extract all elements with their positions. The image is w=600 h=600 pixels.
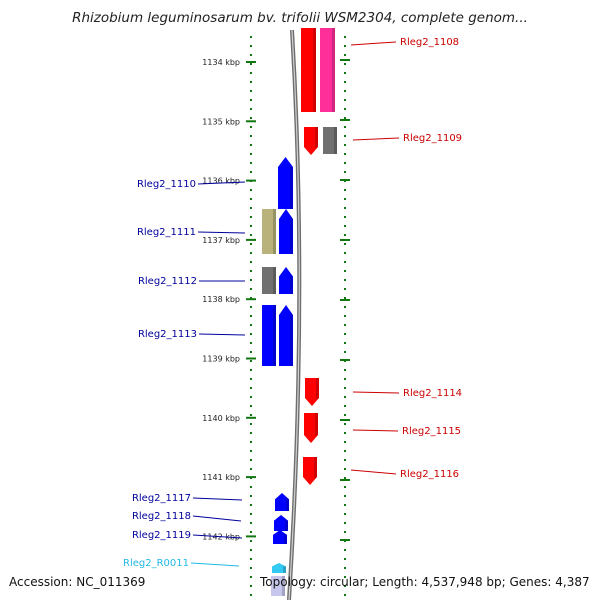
label-leader-line (192, 534, 243, 539)
gene-forward-rleg2-1109 (304, 127, 318, 155)
gene-forward-overlap (320, 28, 335, 112)
label-leader-line (352, 391, 400, 394)
gene-label[interactable]: Rleg2_1108 (400, 37, 459, 48)
gene-reverse-rleg2-1111 (279, 209, 293, 254)
gene-reverse-rleg2-1113-a (262, 305, 276, 366)
gene-reverse-rleg2-1119 (273, 530, 287, 544)
gene-label[interactable]: Rleg2_1116 (400, 469, 459, 480)
label-leader-line (352, 429, 399, 432)
gene-forward-rleg2-1116 (303, 457, 317, 485)
scale-tick-label: 1136 kbp (202, 177, 240, 186)
gene-label[interactable]: Rleg2_1112 (138, 276, 197, 287)
gene-reverse-rleg2-1113-b (279, 305, 293, 366)
label-leader-line (192, 497, 243, 501)
gene-label[interactable]: Rleg2_1111 (137, 227, 196, 238)
genome-summary-text: Topology: circular; Length: 4,537,948 bp… (260, 575, 590, 589)
gene-reverse-rleg2-1117 (275, 493, 289, 511)
gene-label[interactable]: Rleg2_1115 (402, 426, 461, 437)
gene-label[interactable]: Rleg2_1118 (132, 511, 191, 522)
label-leader-line (192, 515, 242, 522)
gene-label[interactable]: Rleg2_1110 (137, 179, 196, 190)
label-leader-line (350, 469, 397, 475)
gene-forward-rleg2-1108 (301, 28, 316, 112)
gene-rna-rleg2-r0011 (272, 563, 286, 573)
gene-label[interactable]: Rleg2_1114 (403, 388, 462, 399)
accession-text: Accession: NC_011369 (9, 575, 146, 589)
gene-reverse-rleg2-1118 (274, 515, 288, 531)
label-leader-line (197, 231, 246, 234)
gene-label[interactable]: Rleg2_R0011 (123, 558, 189, 569)
label-leader-line (198, 333, 246, 336)
gene-other-1111 (262, 209, 276, 254)
gene-label[interactable]: Rleg2_1119 (132, 530, 191, 541)
label-leader-line (190, 562, 240, 567)
gene-pseudo-1112 (262, 267, 276, 294)
gene-reverse-partial (271, 576, 285, 596)
label-leader-line (197, 181, 246, 185)
map-title: Rhizobium leguminosarum bv. trifolii WSM… (72, 10, 528, 26)
label-leader-line (352, 137, 400, 141)
label-leader-line (350, 41, 397, 46)
gene-reverse-rleg2-1112 (279, 267, 293, 294)
gene-forward-rleg2-1114 (305, 378, 319, 406)
gene-forward-rleg2-1115 (304, 413, 318, 443)
gene-label[interactable]: Rleg2_1117 (132, 493, 191, 504)
scale-tick-label: 1141 kbp (202, 473, 240, 482)
scale-tick-label: 1139 kbp (202, 355, 240, 364)
scale-tick-label: 1138 kbp (202, 295, 240, 304)
scale-tick-label: 1137 kbp (202, 236, 240, 245)
gene-label[interactable]: Rleg2_1109 (403, 133, 462, 144)
gene-reverse-rleg2-1110 (278, 157, 293, 209)
gene-forward-pseudo (323, 127, 337, 154)
scale-tick-label: 1140 kbp (202, 414, 240, 423)
gene-label[interactable]: Rleg2_1113 (138, 329, 197, 340)
scale-tick-label: 1135 kbp (202, 117, 240, 126)
scale-tick-label: 1134 kbp (202, 58, 240, 67)
